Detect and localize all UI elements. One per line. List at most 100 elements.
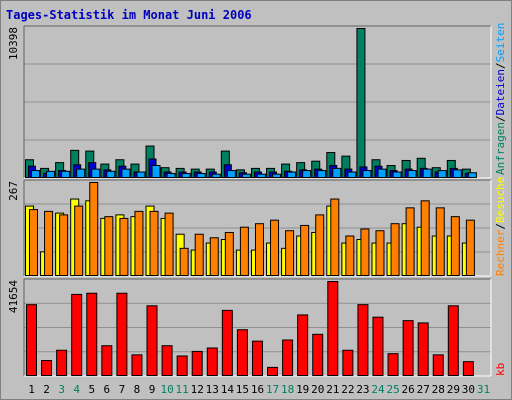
day-label-13: 13 [206, 383, 219, 396]
bar-seiten-day-29 [452, 169, 462, 178]
bar-rechner-day-14 [224, 231, 234, 276]
bar-rechner-day-23 [360, 228, 370, 276]
day-label-10: 10 [160, 383, 173, 396]
bar-seiten-day-26 [407, 170, 417, 178]
bar-rechner-day-30 [465, 219, 475, 276]
bar-kb-day-10 [161, 345, 173, 376]
chart-title: Tages-Statistik im Monat Juni 2006 [6, 8, 252, 22]
day-label-14: 14 [221, 383, 235, 396]
day-label-4: 4 [73, 383, 80, 396]
bar-seiten-day-3 [61, 170, 71, 179]
bar-kb-day-24 [372, 316, 384, 376]
legend-top-panel-part-0: Anfragen [494, 122, 507, 175]
day-axis-labels: 1 2 3 4 5 6 7 8 9 10 11 12 13 14 15 16 17 18 19 20 21 22 23 24 2… [28, 383, 490, 396]
bar-kb-day-7 [116, 292, 128, 377]
bar-rechner-day-28 [435, 207, 445, 276]
bar-rechner-day-3 [59, 214, 69, 276]
bar-rechner-day-21 [330, 198, 340, 276]
bar-rechner-day-8 [134, 210, 144, 276]
bar-rechner-day-29 [450, 216, 460, 276]
bar-seiten-day-12 [196, 172, 206, 179]
bar-seiten-day-8 [136, 171, 146, 178]
legend-middle-panel: Rechner/Besuche [494, 177, 507, 276]
panel-1: 10398 [7, 25, 492, 179]
bar-kb-day-1 [26, 304, 37, 377]
legend-middle-panel-part-1: / [494, 223, 507, 230]
day-label-20: 20 [311, 383, 324, 396]
panel-2: 267 [7, 179, 492, 277]
bar-rechner-day-17 [270, 219, 280, 276]
bar-kb-day-22 [342, 349, 354, 377]
day-label-1: 1 [28, 383, 35, 396]
bar-rechner-day-24 [375, 230, 385, 276]
bar-rechner-day-6 [104, 216, 114, 276]
bar-seiten-day-25 [392, 171, 402, 178]
bar-rechner-day-1 [29, 209, 38, 276]
day-label-29: 29 [447, 383, 460, 396]
bar-kb-day-14 [221, 309, 233, 376]
day-label-7: 7 [119, 383, 126, 396]
bar-kb-day-27 [417, 322, 429, 377]
legend-top-panel-part-1: / [494, 115, 507, 122]
bar-seiten-day-28 [437, 170, 447, 178]
bar-kb-day-11 [176, 355, 188, 376]
day-label-18: 18 [281, 383, 294, 396]
day-label-12: 12 [191, 383, 204, 396]
day-label-31: 31 [477, 383, 490, 396]
bar-kb-day-9 [146, 305, 158, 376]
bar-rechner-day-20 [315, 214, 325, 276]
bar-kb-day-13 [206, 347, 218, 376]
bar-seiten-day-22 [347, 171, 357, 178]
bar-kb-day-25 [387, 353, 399, 376]
day-label-8: 8 [134, 383, 141, 396]
day-label-3: 3 [58, 383, 65, 396]
day-label-2: 2 [43, 383, 50, 396]
bar-seiten-day-4 [76, 168, 86, 179]
bar-rechner-day-26 [405, 207, 415, 276]
bar-rechner-day-18 [285, 230, 295, 276]
bar-seiten-day-10 [166, 172, 176, 179]
bar-kb-day-17 [267, 366, 279, 377]
bar-kb-day-21 [327, 281, 339, 376]
day-label-11: 11 [176, 383, 189, 396]
bar-kb-day-18 [282, 339, 294, 377]
bar-seiten-day-7 [121, 168, 131, 179]
day-label-6: 6 [104, 383, 111, 396]
bar-rechner-day-15 [239, 226, 249, 276]
bar-seiten-day-24 [377, 168, 387, 179]
legend-middle-panel-part-0: Rechner [494, 229, 507, 276]
bar-kb-day-30 [462, 361, 474, 377]
bar-kb-day-2 [41, 360, 53, 377]
legend-top-panel-part-3: / [494, 62, 507, 69]
legend-top-panel-part-2: Dateien [494, 69, 507, 115]
bar-seiten-day-21 [332, 167, 342, 178]
bar-seiten-day-9 [151, 165, 161, 179]
bar-rechner-day-13 [209, 237, 219, 276]
bar-rechner-day-12 [194, 233, 204, 276]
legend-top-panel: Anfragen/Dateien/Seiten [494, 23, 507, 175]
bar-seiten-day-27 [422, 168, 432, 179]
bar-seiten-day-2 [46, 170, 56, 179]
bar-seiten-day-13 [211, 173, 221, 178]
bar-kb-day-19 [297, 314, 309, 377]
bar-rechner-day-22 [345, 235, 355, 276]
day-label-26: 26 [402, 383, 415, 396]
chart-panels: 10398 267 41654 [7, 25, 492, 377]
bar-rechner-day-9 [149, 210, 159, 276]
legend-middle-panel-part-2: Besuche [494, 177, 507, 223]
day-label-9: 9 [149, 383, 156, 396]
legend-bottom-panel: kb [494, 363, 507, 376]
bar-anfragen-day-23 [356, 28, 366, 178]
bar-seiten-day-19 [302, 170, 312, 178]
bar-kb-day-23 [357, 304, 369, 377]
panel-max-label: 267 [7, 181, 20, 201]
bar-kb-day-15 [236, 329, 248, 376]
bar-kb-day-12 [191, 350, 203, 377]
bar-kb-day-6 [101, 345, 113, 376]
bar-seiten-day-14 [226, 170, 236, 178]
bar-kb-day-16 [251, 340, 263, 377]
day-label-22: 22 [341, 383, 354, 396]
day-label-25: 25 [386, 383, 399, 396]
